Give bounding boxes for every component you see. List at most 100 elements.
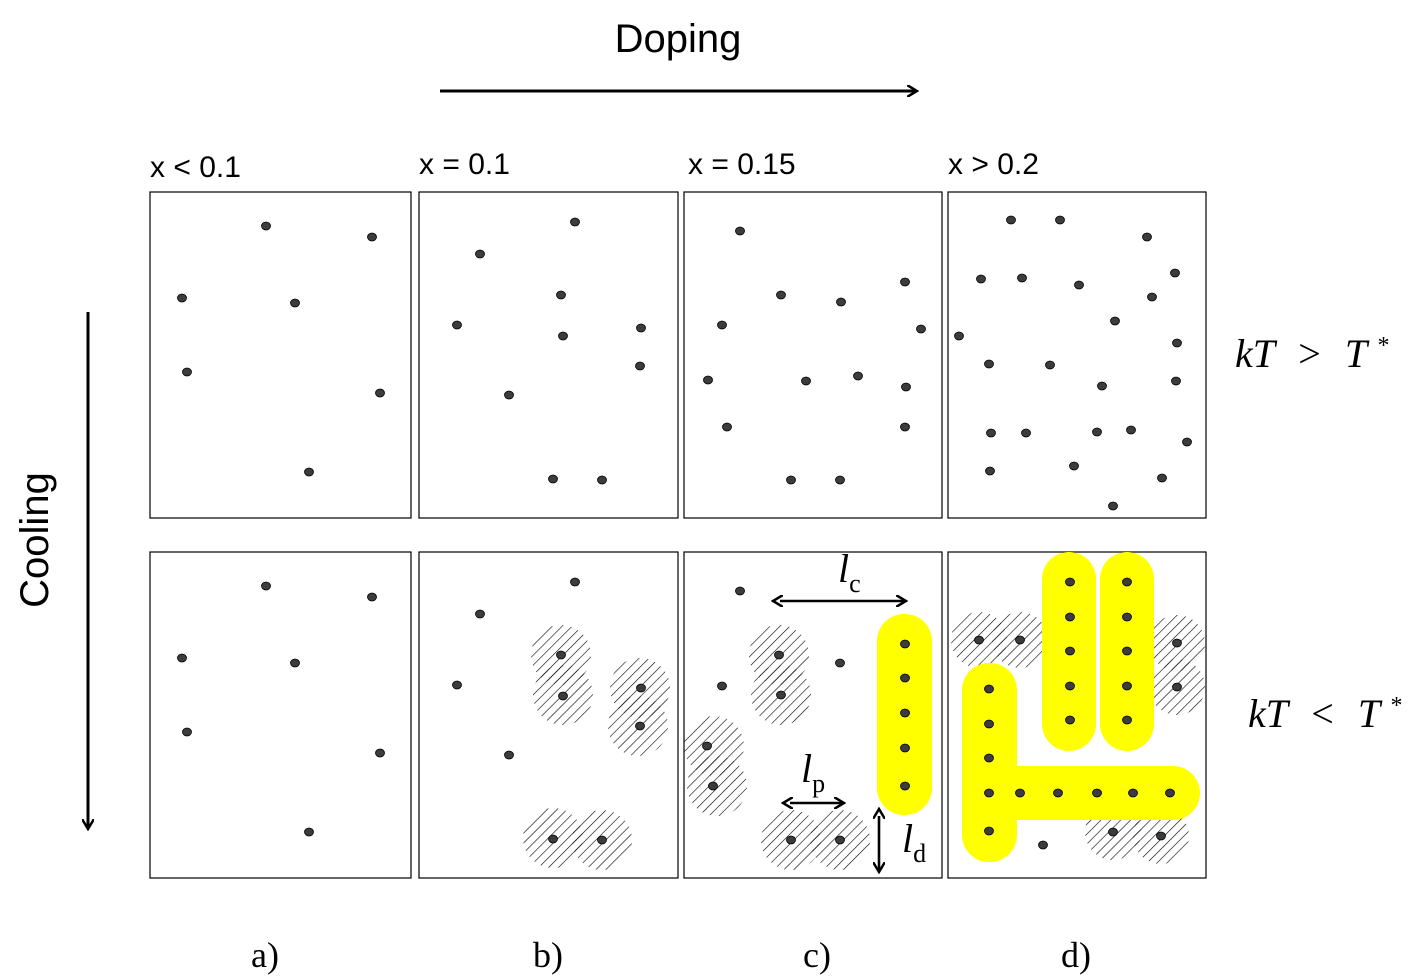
carrier-dot bbox=[598, 836, 607, 844]
carrier-dot bbox=[178, 654, 187, 662]
carrier-dot bbox=[1173, 639, 1182, 647]
carrier-dot bbox=[1123, 578, 1132, 586]
carrier-dot bbox=[571, 578, 580, 586]
carrier-dot bbox=[902, 383, 911, 391]
carrier-dot bbox=[368, 593, 377, 601]
caption-a: a) bbox=[251, 935, 279, 975]
carrier-dot bbox=[837, 298, 846, 306]
carrier-dot bbox=[557, 291, 566, 299]
carrier-dot bbox=[559, 692, 568, 700]
carrier-dot bbox=[775, 651, 784, 659]
carrier-dot bbox=[977, 275, 986, 283]
carrier-dot bbox=[291, 299, 300, 307]
carrier-dot bbox=[1148, 293, 1157, 301]
carrier-dot bbox=[637, 324, 646, 332]
carrier-dot bbox=[802, 377, 811, 385]
carrier-dot bbox=[1070, 462, 1079, 470]
carrier-dot bbox=[453, 681, 462, 689]
carrier-dot bbox=[1123, 716, 1132, 724]
carrier-dot bbox=[376, 749, 385, 757]
carrier-dot bbox=[1109, 828, 1118, 836]
carrier-dot bbox=[1016, 636, 1025, 644]
carrier-dot bbox=[637, 684, 646, 692]
carrier-dot bbox=[1123, 613, 1132, 621]
column-header-b: x = 0.1 bbox=[419, 148, 510, 181]
carrier-dot bbox=[476, 250, 485, 258]
carrier-dot bbox=[305, 828, 314, 836]
carrier-dot bbox=[1046, 361, 1055, 369]
carrier-dot bbox=[917, 325, 926, 333]
panel-top-b bbox=[419, 192, 678, 518]
carrier-dot bbox=[1066, 682, 1075, 690]
carrier-dot bbox=[1093, 789, 1102, 797]
carrier-dot bbox=[291, 659, 300, 667]
caption-d: d) bbox=[1061, 935, 1091, 975]
carrier-dot bbox=[901, 674, 910, 682]
carrier-dot bbox=[183, 368, 192, 376]
carrier-dot bbox=[901, 744, 910, 752]
carrier-dot bbox=[777, 291, 786, 299]
carrier-dot bbox=[1129, 789, 1138, 797]
carrier-dot bbox=[1109, 502, 1118, 510]
carrier-dot bbox=[1093, 428, 1102, 436]
carrier-dot bbox=[1098, 382, 1107, 390]
carrier-dot bbox=[598, 476, 607, 484]
svg-text:kT < T *: kT < T * bbox=[1248, 691, 1401, 736]
carrier-dot bbox=[718, 321, 727, 329]
carrier-dot bbox=[1054, 789, 1063, 797]
column-header-d: x > 0.2 bbox=[948, 148, 1039, 181]
carrier-dot bbox=[1173, 339, 1182, 347]
caption-c: c) bbox=[803, 935, 831, 975]
carrier-dot bbox=[262, 582, 271, 590]
carrier-dot bbox=[178, 294, 187, 302]
condition-high-temperature: kT > T * bbox=[1235, 331, 1388, 376]
carrier-dot bbox=[571, 218, 580, 226]
carrier-dot bbox=[505, 391, 514, 399]
carrier-dot bbox=[376, 389, 385, 397]
carrier-dot bbox=[901, 709, 910, 717]
carrier-dot bbox=[636, 722, 645, 730]
carrier-dot bbox=[985, 827, 994, 835]
carrier-dot bbox=[636, 362, 645, 370]
carrier-dot bbox=[1022, 429, 1031, 437]
carrier-dot bbox=[901, 782, 910, 790]
carrier-dot bbox=[975, 636, 984, 644]
carrier-dot bbox=[901, 278, 910, 286]
carrier-dot bbox=[718, 682, 727, 690]
carrier-dot bbox=[836, 836, 845, 844]
carrier-dot bbox=[1143, 233, 1152, 241]
carrier-dot bbox=[723, 423, 732, 431]
carrier-dot bbox=[368, 233, 377, 241]
carrier-dot bbox=[901, 640, 910, 648]
carrier-dot bbox=[476, 610, 485, 618]
cooling-label: Cooling bbox=[13, 472, 57, 608]
carrier-dot bbox=[1066, 647, 1075, 655]
carrier-dot bbox=[1158, 474, 1167, 482]
carrier-dot bbox=[549, 475, 558, 483]
carrier-dot bbox=[901, 423, 910, 431]
carrier-dot bbox=[787, 476, 796, 484]
carrier-dot bbox=[777, 691, 786, 699]
carrier-dot bbox=[1183, 438, 1192, 446]
carrier-dot bbox=[1016, 789, 1025, 797]
carrier-dot bbox=[1066, 716, 1075, 724]
carrier-dot bbox=[1157, 832, 1166, 840]
carrier-dot bbox=[1007, 216, 1016, 224]
carrier-dot bbox=[985, 360, 994, 368]
carrier-dot bbox=[854, 372, 863, 380]
doping-label: Doping bbox=[615, 17, 742, 61]
carrier-dot bbox=[1066, 613, 1075, 621]
carrier-dot bbox=[985, 685, 994, 693]
carrier-dot bbox=[453, 321, 462, 329]
carrier-dot bbox=[709, 782, 718, 790]
carrier-dot bbox=[1172, 377, 1181, 385]
condition-low-temperature: kT < T * bbox=[1248, 691, 1401, 736]
carrier-dot bbox=[1123, 647, 1132, 655]
carrier-dot bbox=[1166, 789, 1175, 797]
carrier-dot bbox=[787, 836, 796, 844]
carrier-dot bbox=[985, 754, 994, 762]
carrier-dot bbox=[1066, 578, 1075, 586]
carrier-dot bbox=[1171, 269, 1180, 277]
carrier-dot bbox=[1111, 317, 1120, 325]
carrier-dot bbox=[836, 476, 845, 484]
